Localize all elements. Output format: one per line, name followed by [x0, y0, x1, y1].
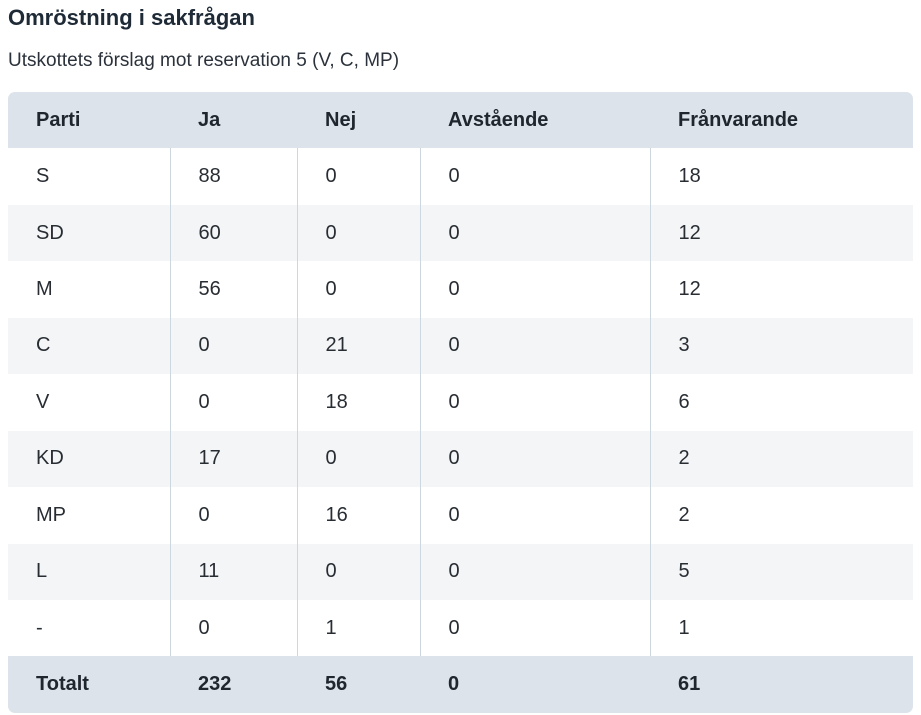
- vote-count-cell: 0: [169, 599, 297, 657]
- vote-count-cell: 0: [419, 487, 650, 544]
- party-cell: L: [8, 543, 170, 600]
- vote-count-cell: 0: [169, 487, 297, 544]
- vote-count-cell: 12: [649, 261, 913, 318]
- total-label-cell: Totalt: [8, 656, 170, 713]
- vote-count-cell: 0: [419, 374, 650, 431]
- table-row: M 56 0 0 12: [8, 261, 913, 318]
- total-count-cell: 61: [650, 656, 913, 713]
- page-subtitle: Utskottets förslag mot reservation 5 (V,…: [8, 50, 400, 71]
- vote-count-cell: 3: [649, 317, 913, 375]
- vote-count-cell: 1: [649, 599, 913, 657]
- total-count-cell: 0: [420, 656, 650, 713]
- vote-count-cell: 0: [419, 430, 650, 488]
- column-header-avstaende: Avstående: [420, 92, 650, 149]
- party-cell: V: [36, 390, 50, 413]
- party-cell: SD: [8, 204, 170, 262]
- party-cell: -: [36, 616, 43, 639]
- vote-count-cell: 21: [296, 317, 420, 375]
- column-header-nej: Nej: [297, 92, 420, 149]
- vote-count-cell: 60: [169, 204, 297, 262]
- table-row: S 88 0 0 18: [8, 148, 913, 205]
- vote-count-cell: 0: [169, 374, 297, 431]
- party-cell: M: [36, 278, 53, 301]
- table-row: L 11 0 0 5: [8, 543, 913, 600]
- vote-count-cell: 1: [296, 599, 420, 657]
- table-row: MP 0 16 0 2: [8, 487, 913, 544]
- page-title: Omröstning i sakfrågan: [8, 5, 255, 30]
- party-cell: S: [36, 165, 50, 188]
- table-row: KD 17 0 0 2: [8, 430, 913, 488]
- vote-count-cell: 17: [169, 430, 297, 488]
- vote-count-cell: 0: [419, 599, 650, 657]
- table-row: C 0 21 0 3: [8, 317, 913, 375]
- party-cell: MP: [36, 503, 66, 526]
- vote-count-cell: 0: [296, 261, 420, 318]
- vote-count-cell: 88: [169, 148, 297, 205]
- vote-count-cell: 6: [649, 374, 913, 431]
- vote-count-cell: 16: [296, 487, 420, 544]
- vote-count-cell: 0: [169, 317, 297, 375]
- table-total-row: Totalt 232 56 0 61: [8, 656, 913, 713]
- vote-count-cell: 0: [419, 148, 650, 205]
- vote-count-cell: 0: [419, 261, 650, 318]
- vote-count-cell: 0: [419, 204, 650, 262]
- column-header-ja: Ja: [170, 92, 297, 149]
- table-header-row: Parti Ja Nej Avstående Frånvarande: [8, 92, 913, 149]
- table-row: V 0 18 0 6: [8, 374, 913, 431]
- vote-count-cell: 12: [649, 204, 913, 262]
- total-count-cell: 56: [297, 656, 420, 713]
- vote-count-cell: 0: [296, 543, 420, 600]
- vote-count-cell: 0: [296, 204, 420, 262]
- vote-results-table-container: Parti Ja Nej Avstående Frånvarande S 88 0 0 18 SD…: [8, 92, 913, 713]
- vote-count-cell: 18: [649, 148, 913, 205]
- table-row: SD 60 0 0 12: [8, 204, 913, 262]
- total-count-cell: 232: [170, 656, 297, 713]
- vote-count-cell: 11: [169, 543, 297, 600]
- column-header-parti: Parti: [8, 92, 170, 149]
- party-cell: KD: [8, 430, 170, 488]
- vote-count-cell: 0: [419, 317, 650, 375]
- vote-count-cell: 5: [649, 543, 913, 600]
- vote-count-cell: 18: [296, 374, 420, 431]
- vote-count-cell: 0: [296, 148, 420, 205]
- vote-results-table: Parti Ja Nej Avstående Frånvarande S 88 0 0 18 SD…: [8, 92, 913, 713]
- vote-count-cell: 2: [649, 430, 913, 488]
- column-header-franvarande: Frånvarande: [650, 92, 913, 149]
- party-cell: C: [8, 317, 170, 375]
- vote-count-cell: 0: [296, 430, 420, 488]
- vote-count-cell: 0: [419, 543, 650, 600]
- table-body: S 88 0 0 18 SD 60 0 0 12 M 56 0 0 12 C 0 21 0 3 V 0 18 0 6 KD 17 0 0…: [8, 148, 913, 657]
- vote-count-cell: 56: [169, 261, 297, 318]
- vote-count-cell: 2: [649, 487, 913, 544]
